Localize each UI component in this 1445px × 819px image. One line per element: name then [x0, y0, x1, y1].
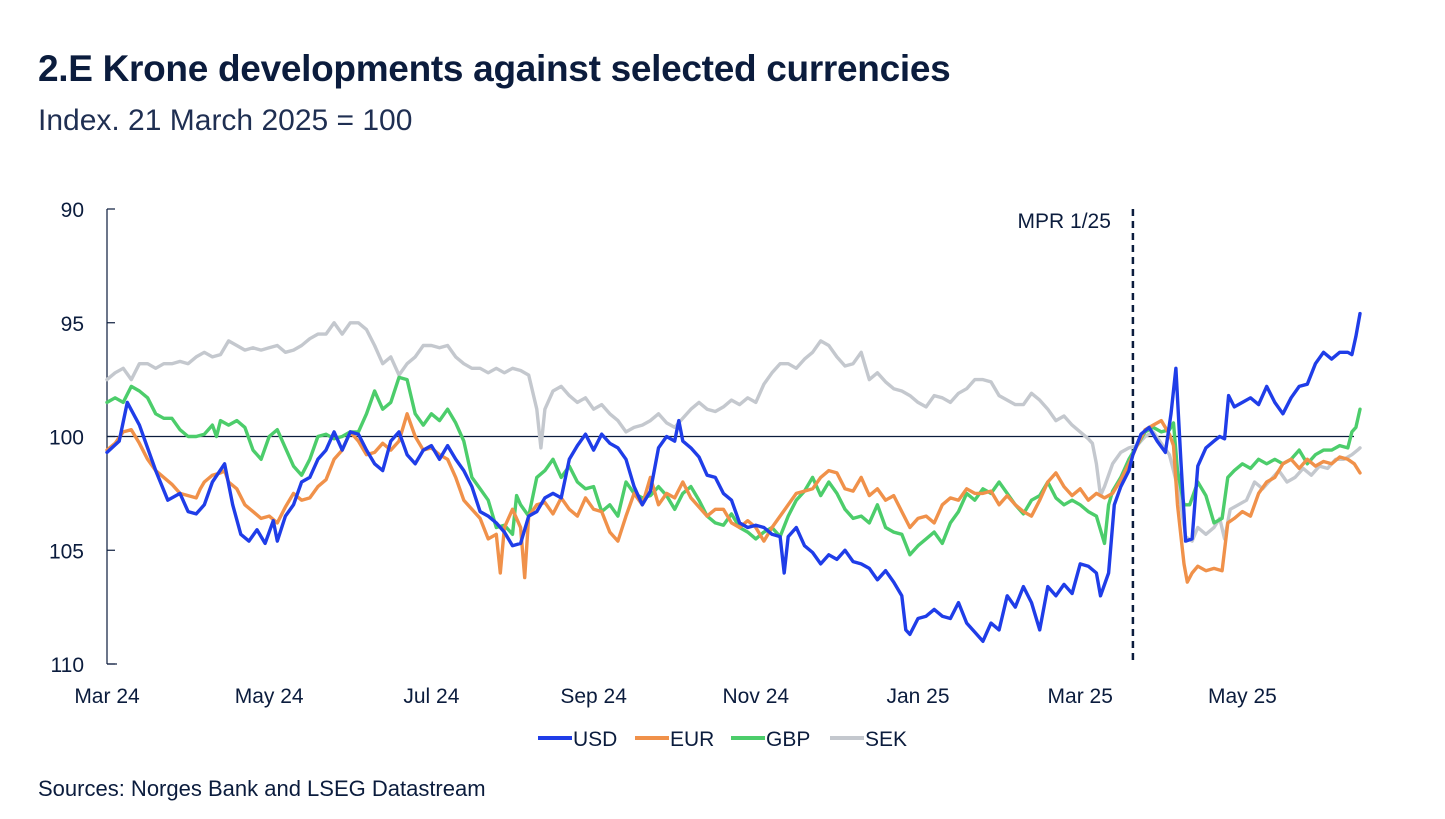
- x-tick-label: Jan 25: [886, 685, 949, 708]
- y-tick-label: 105: [49, 540, 84, 563]
- x-tick-label: Nov 24: [723, 685, 790, 708]
- x-tick-label: May 25: [1208, 685, 1277, 708]
- series-line-usd: [105, 311, 1362, 643]
- legend: USD EUR GBP SEK: [538, 728, 907, 751]
- y-axis: 90 95 100 105 110: [49, 199, 115, 677]
- legend-label-eur: EUR: [670, 728, 714, 751]
- chart-subtitle: Index. 21 March 2025 = 100: [38, 104, 413, 137]
- x-tick-label: Mar 25: [1048, 685, 1113, 708]
- legend-label-usd: USD: [573, 728, 617, 751]
- x-tick-label: May 24: [235, 685, 304, 708]
- y-tick-label: 90: [61, 199, 84, 222]
- x-axis: Mar 24 May 24 Jul 24 Sep 24 Nov 24 Jan 25 Mar …: [74, 663, 1277, 708]
- series-line-sek: [105, 321, 1362, 543]
- y-tick-label: 110: [51, 654, 84, 677]
- chart-title: 2.E Krone developments against selected …: [38, 48, 951, 89]
- x-tick-label: Jul 24: [403, 685, 459, 708]
- x-tick-label: Sep 24: [560, 685, 627, 708]
- mpr-annotation: MPR 1/25: [1018, 209, 1135, 664]
- y-tick-label: 95: [61, 313, 84, 336]
- y-tick-label: 100: [49, 427, 84, 450]
- mpr-label: MPR 1/25: [1018, 210, 1111, 233]
- x-tick-label: Mar 24: [74, 685, 140, 708]
- source-note: Sources: Norges Bank and LSEG Datastream: [38, 776, 486, 801]
- legend-label-sek: SEK: [865, 728, 907, 751]
- legend-label-gbp: GBP: [766, 728, 810, 751]
- series-lines: [105, 311, 1362, 643]
